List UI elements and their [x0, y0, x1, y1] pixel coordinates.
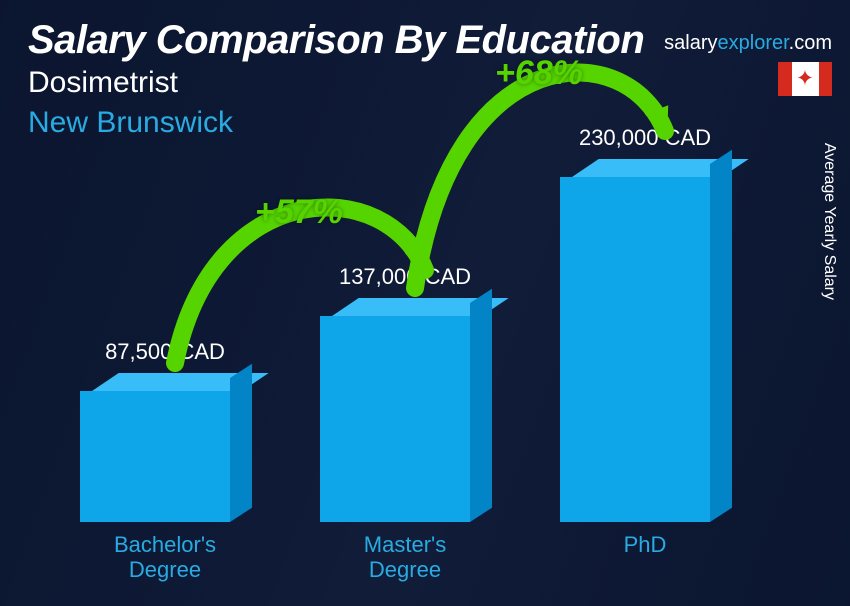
increase-pct-label: +68%: [495, 54, 583, 93]
bar-side-face: [230, 364, 252, 522]
bar: 87,500 CADBachelor'sDegree: [80, 373, 230, 522]
brand-suffix: .com: [789, 32, 832, 54]
bar-front-face: [80, 391, 230, 522]
bar: 137,000 CADMaster'sDegree: [320, 298, 470, 522]
bar-front-face: [320, 316, 470, 522]
bar: 230,000 CADPhD: [560, 159, 710, 522]
bar-side-face: [470, 289, 492, 522]
chart-canvas: Salary Comparison By Education Dosimetri…: [0, 0, 850, 606]
y-axis-label: Average Yearly Salary: [820, 143, 838, 300]
country-flag-icon: ✦: [778, 62, 832, 96]
bar-side-face: [710, 150, 732, 522]
bar-category-label: Master'sDegree: [305, 532, 505, 583]
bar-value-label: 87,500 CAD: [65, 339, 265, 365]
brand-text: salaryexplorer.com: [664, 32, 832, 55]
bar-front-face: [560, 177, 710, 522]
increase-pct-label: +57%: [255, 193, 343, 232]
bar-category-label: Bachelor'sDegree: [65, 532, 265, 583]
maple-leaf-icon: ✦: [796, 68, 814, 90]
brand-prefix: salary: [664, 32, 717, 54]
chart-region: New Brunswick: [28, 106, 233, 140]
bar-category-label: PhD: [545, 532, 745, 557]
brand-mid: explorer: [718, 32, 789, 54]
chart-subtitle: Dosimetrist: [28, 66, 178, 100]
bar-chart: 87,500 CADBachelor'sDegree 137,000 CADMas…: [60, 150, 790, 570]
bar-value-label: 137,000 CAD: [305, 264, 505, 290]
bar-value-label: 230,000 CAD: [545, 125, 745, 151]
